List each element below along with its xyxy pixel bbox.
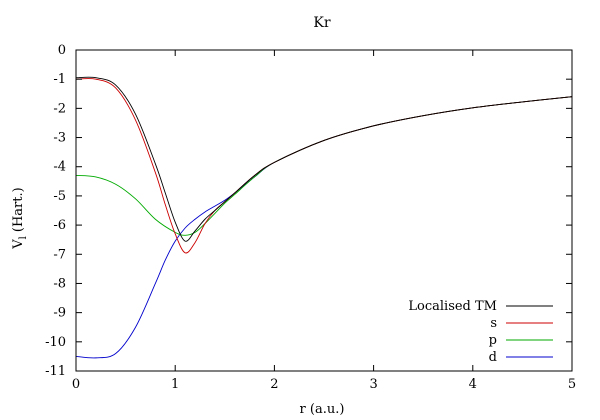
- legend: Localised TM spd: [408, 299, 553, 365]
- y-tick-label: -8: [53, 276, 66, 291]
- plot-area: [76, 76, 572, 359]
- series-line-p: [76, 96, 572, 236]
- legend-label-d: d: [489, 350, 497, 365]
- y-tick-label: -4: [53, 160, 66, 175]
- x-tick-label: 2: [270, 377, 278, 392]
- x-axis-label: r (a.u.): [300, 402, 345, 417]
- y-tick-label: -11: [45, 364, 66, 379]
- y-tick-label: -6: [53, 218, 66, 233]
- x-tick-label: 4: [469, 377, 477, 392]
- y-axis-label-unit: (Hart.): [11, 187, 26, 232]
- y-tick-label: -3: [53, 131, 66, 146]
- chart-title: Kr: [313, 15, 330, 31]
- y-axis-label: Vl (Hart.): [11, 187, 29, 249]
- legend-label-p: p: [489, 333, 497, 348]
- series-line-localised-tm: [76, 76, 572, 242]
- y-tick-label: -5: [53, 189, 66, 204]
- y-tick-label: -10: [45, 335, 66, 350]
- y-tick-label: -7: [53, 247, 66, 262]
- y-axis-label-main: V: [11, 239, 26, 250]
- series-line-d: [76, 96, 572, 359]
- x-tick-label: 3: [369, 377, 377, 392]
- y-tick-label: 0: [58, 43, 66, 58]
- y-axis-label-subscript: l: [18, 236, 29, 239]
- y-tick-label: -2: [53, 101, 66, 116]
- x-tick-label: 0: [72, 377, 80, 392]
- plot-frame: [75, 49, 573, 372]
- y-tick-label: -1: [53, 72, 66, 87]
- y-tick-label: -9: [53, 306, 66, 321]
- x-tick-label: 1: [171, 377, 179, 392]
- axes: 0 1 2 3 4 5 0 -1 -2 -3 -4 -5 -6 -7 -8 -9 -10 -11: [45, 43, 576, 392]
- legend-label-localised-tm: Localised TM: [408, 299, 497, 314]
- x-tick-label: 5: [568, 377, 576, 392]
- legend-label-s: s: [490, 316, 497, 331]
